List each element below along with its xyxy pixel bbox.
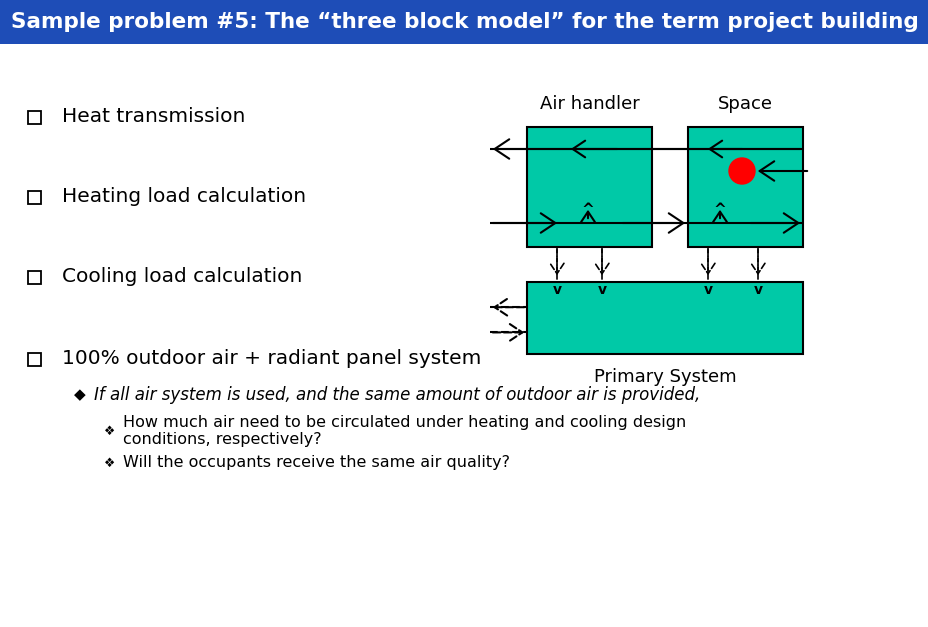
- Text: If all air system is used, and the same amount of outdoor air is provided,: If all air system is used, and the same …: [94, 386, 700, 404]
- Text: v: v: [597, 283, 606, 297]
- Text: How much air need to be circulated under heating and cooling design
conditions, : How much air need to be circulated under…: [122, 415, 686, 447]
- Text: Heat transmission: Heat transmission: [62, 107, 245, 127]
- Text: ◆: ◆: [74, 387, 85, 403]
- Text: ^: ^: [581, 202, 594, 217]
- Text: ^: ^: [713, 202, 726, 217]
- Bar: [28, 353, 41, 366]
- Text: Will the occupants receive the same air quality?: Will the occupants receive the same air …: [122, 455, 509, 470]
- Text: ❖: ❖: [104, 456, 115, 470]
- Text: v: v: [552, 283, 561, 297]
- Bar: [526, 127, 651, 247]
- Bar: [28, 271, 41, 284]
- Text: 100% outdoor air + radiant panel system: 100% outdoor air + radiant panel system: [62, 349, 481, 369]
- Bar: [526, 282, 802, 354]
- Text: ❖: ❖: [104, 424, 115, 438]
- Bar: [28, 191, 41, 204]
- Text: Cooling load calculation: Cooling load calculation: [62, 268, 302, 287]
- Text: v: v: [702, 283, 712, 297]
- Text: v: v: [753, 283, 762, 297]
- Bar: [28, 111, 41, 124]
- Circle shape: [728, 158, 754, 184]
- Text: Heating load calculation: Heating load calculation: [62, 187, 306, 206]
- Text: Sample problem #5: The “three block model” for the term project building: Sample problem #5: The “three block mode…: [10, 12, 918, 32]
- Text: Air handler: Air handler: [539, 95, 638, 113]
- Bar: [688, 127, 802, 247]
- Text: Space: Space: [717, 95, 772, 113]
- Text: Primary System: Primary System: [593, 368, 736, 386]
- Bar: [0, 0, 928, 44]
